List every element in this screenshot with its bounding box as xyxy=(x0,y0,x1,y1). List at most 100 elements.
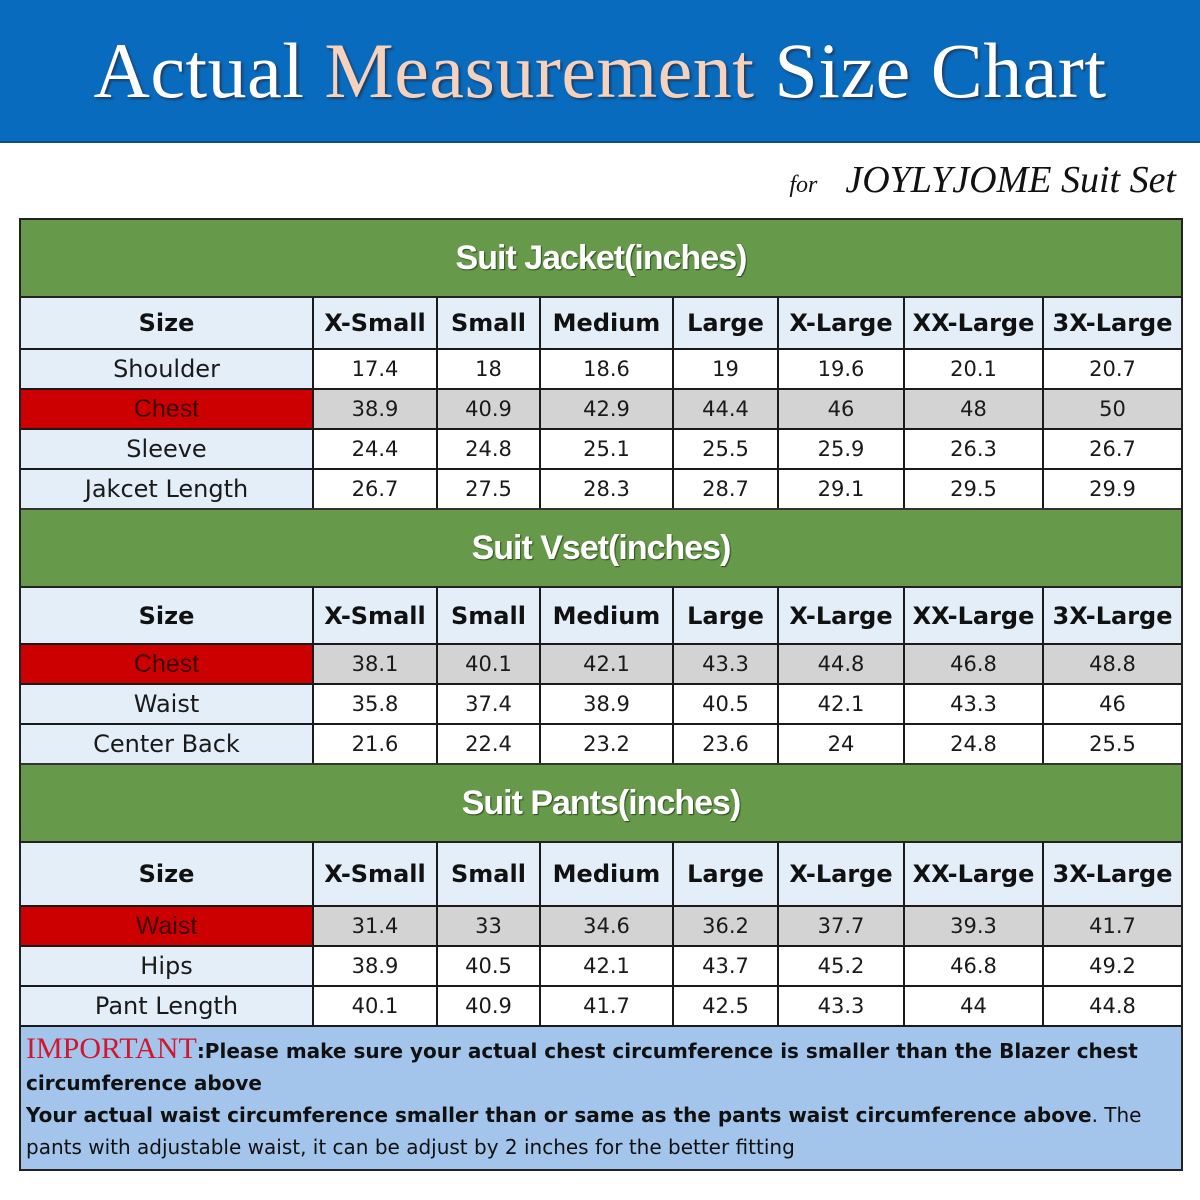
value-cell: 38.9 xyxy=(314,390,438,428)
value-cell: 27.5 xyxy=(438,470,541,508)
value-cell: 40.1 xyxy=(438,645,541,683)
value-cell: 40.9 xyxy=(438,987,541,1025)
table-row: Center Back 21.6 22.4 23.2 23.6 24 24.8 … xyxy=(21,725,1181,763)
header-cell: X-Large xyxy=(779,298,905,348)
size-chart: Suit Jacket(inches) Size X-Small Small M… xyxy=(19,218,1183,1171)
value-cell: 43.3 xyxy=(674,645,779,683)
row-label: Shoulder xyxy=(21,350,314,388)
value-cell: 26.7 xyxy=(1044,430,1181,468)
header-cell: Medium xyxy=(541,298,674,348)
section-title: Suit Vset(inches) xyxy=(471,529,732,567)
section-title: Suit Jacket(inches) xyxy=(455,239,748,277)
value-cell: 46 xyxy=(779,390,905,428)
value-cell: 23.6 xyxy=(674,725,779,763)
value-cell: 45.2 xyxy=(779,947,905,985)
header-cell: 3X-Large xyxy=(1044,298,1181,348)
row-label: Waist xyxy=(21,685,314,723)
header-cell: XX-Large xyxy=(905,588,1044,643)
header-cell: X-Small xyxy=(314,298,438,348)
header-cell: 3X-Large xyxy=(1044,588,1181,643)
value-cell: 42.1 xyxy=(779,685,905,723)
header-cell: Medium xyxy=(541,843,674,905)
value-cell: 44.8 xyxy=(779,645,905,683)
header-cell: Small xyxy=(438,298,541,348)
value-cell: 41.7 xyxy=(541,987,674,1025)
value-cell: 28.7 xyxy=(674,470,779,508)
table-row: Shoulder 17.4 18 18.6 19 19.6 20.1 20.7 xyxy=(21,350,1181,390)
value-cell: 40.1 xyxy=(314,987,438,1025)
header-cell: X-Small xyxy=(314,588,438,643)
brand-name: JOYLYJOME Suit Set xyxy=(845,159,1176,201)
value-cell: 24.8 xyxy=(905,725,1044,763)
value-cell: 25.1 xyxy=(541,430,674,468)
value-cell: 18.6 xyxy=(541,350,674,388)
value-cell: 50 xyxy=(1044,390,1181,428)
section-header-pants: Suit Pants(inches) xyxy=(21,763,1181,843)
value-cell: 42.1 xyxy=(541,947,674,985)
value-cell: 46.8 xyxy=(905,645,1044,683)
value-cell: 43.7 xyxy=(674,947,779,985)
note-waist-text: Your actual waist circumference smaller … xyxy=(26,1103,1092,1127)
row-label: Pant Length xyxy=(21,987,314,1025)
header-row: Size X-Small Small Medium Large X-Large … xyxy=(21,843,1181,907)
value-cell: 35.8 xyxy=(314,685,438,723)
value-cell: 34.6 xyxy=(541,907,674,945)
section-title: Suit Pants(inches) xyxy=(461,784,742,822)
header-cell: Small xyxy=(438,843,541,905)
table-row: Hips 38.9 40.5 42.1 43.7 45.2 46.8 49.2 xyxy=(21,947,1181,987)
header-cell: X-Large xyxy=(779,843,905,905)
row-label: Chest xyxy=(21,645,314,683)
header-cell: XX-Large xyxy=(905,298,1044,348)
header-cell: Size xyxy=(21,588,314,643)
value-cell: 44 xyxy=(905,987,1044,1025)
value-cell: 39.3 xyxy=(905,907,1044,945)
header-cell: Large xyxy=(674,843,779,905)
value-cell: 42.9 xyxy=(541,390,674,428)
value-cell: 25.5 xyxy=(1044,725,1181,763)
value-cell: 37.7 xyxy=(779,907,905,945)
value-cell: 42.1 xyxy=(541,645,674,683)
note-chest-text: :Please make sure your actual chest circ… xyxy=(26,1039,1138,1095)
value-cell: 25.9 xyxy=(779,430,905,468)
table-row: Jakcet Length 26.7 27.5 28.3 28.7 29.1 2… xyxy=(21,470,1181,508)
value-cell: 48 xyxy=(905,390,1044,428)
value-cell: 24.8 xyxy=(438,430,541,468)
value-cell: 41.7 xyxy=(1044,907,1181,945)
value-cell: 36.2 xyxy=(674,907,779,945)
value-cell: 20.1 xyxy=(905,350,1044,388)
title-banner: Actual Measurement Size Chart xyxy=(0,0,1200,143)
value-cell: 20.7 xyxy=(1044,350,1181,388)
value-cell: 42.5 xyxy=(674,987,779,1025)
value-cell: 24.4 xyxy=(314,430,438,468)
table-row: Pant Length 40.1 40.9 41.7 42.5 43.3 44 … xyxy=(21,987,1181,1027)
header-cell: Medium xyxy=(541,588,674,643)
value-cell: 38.9 xyxy=(314,947,438,985)
value-cell: 44.4 xyxy=(674,390,779,428)
header-cell: Large xyxy=(674,298,779,348)
table-row-highlight: Waist 31.4 33 34.6 36.2 37.7 39.3 41.7 xyxy=(21,907,1181,947)
header-row: Size X-Small Small Medium Large X-Large … xyxy=(21,588,1181,645)
value-cell: 46.8 xyxy=(905,947,1044,985)
title-part1: Actual xyxy=(93,27,305,114)
value-cell: 19.6 xyxy=(779,350,905,388)
row-label: Hips xyxy=(21,947,314,985)
value-cell: 28.3 xyxy=(541,470,674,508)
subtitle-prefix: for xyxy=(789,172,818,198)
value-cell: 29.5 xyxy=(905,470,1044,508)
value-cell: 43.3 xyxy=(779,987,905,1025)
value-cell: 49.2 xyxy=(1044,947,1181,985)
value-cell: 40.5 xyxy=(438,947,541,985)
section-header-jacket: Suit Jacket(inches) xyxy=(21,220,1181,298)
value-cell: 37.4 xyxy=(438,685,541,723)
value-cell: 38.9 xyxy=(541,685,674,723)
important-note: IMPORTANT:Please make sure your actual c… xyxy=(21,1027,1181,1169)
header-cell: XX-Large xyxy=(905,843,1044,905)
title-accent: Measurement xyxy=(324,27,755,114)
value-cell: 19 xyxy=(674,350,779,388)
header-cell: 3X-Large xyxy=(1044,843,1181,905)
value-cell: 33 xyxy=(438,907,541,945)
value-cell: 29.1 xyxy=(779,470,905,508)
value-cell: 25.5 xyxy=(674,430,779,468)
value-cell: 17.4 xyxy=(314,350,438,388)
value-cell: 31.4 xyxy=(314,907,438,945)
